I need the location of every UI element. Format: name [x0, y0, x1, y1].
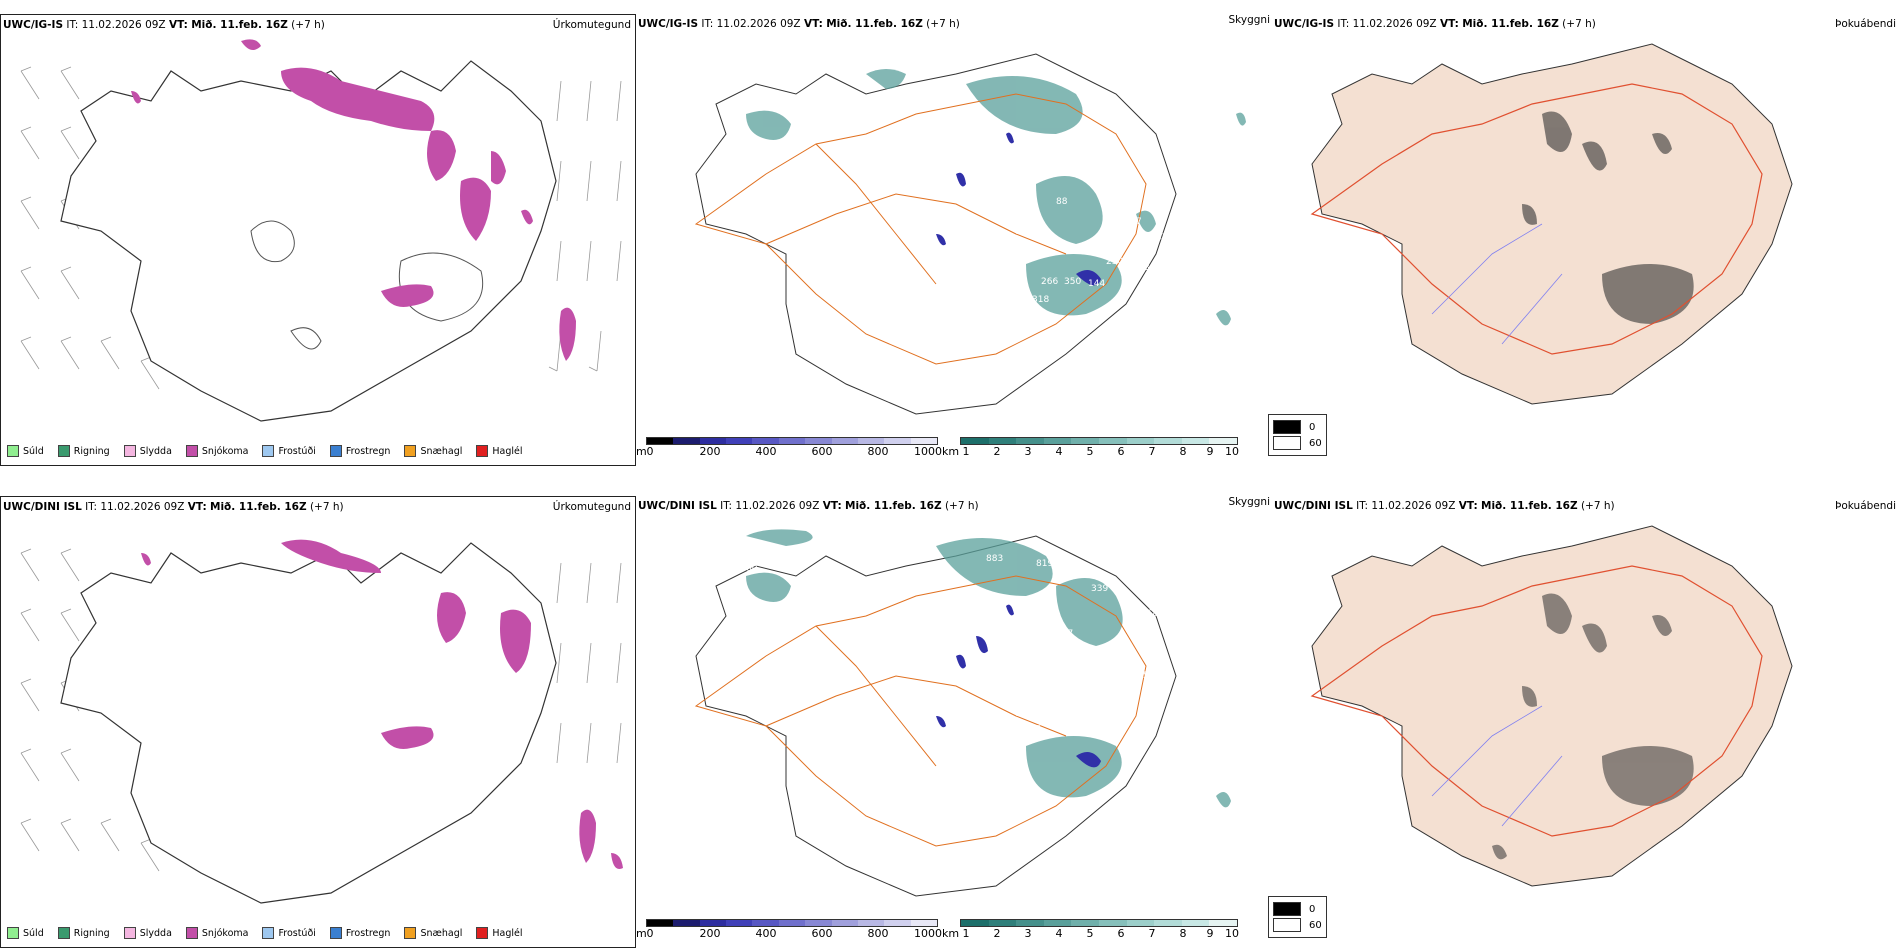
panel-header: UWC/IG-IS IT: 11.02.2026 09Z VT: Mið. 11… [3, 19, 325, 31]
svg-text:137: 137 [1056, 629, 1073, 639]
fog-rivers [1431, 223, 1563, 345]
legend-item: Slydda [123, 445, 172, 457]
svg-text:60: 60 [746, 564, 758, 574]
panel-title: Skyggni [1228, 14, 1271, 26]
svg-text:883: 883 [986, 554, 1003, 564]
svg-text:266: 266 [1041, 277, 1058, 287]
panel-title: Úrkomutegund [552, 19, 631, 31]
svg-text:318: 318 [1032, 295, 1049, 305]
legend-item: Snjókoma [185, 445, 248, 457]
snow-areas [131, 39, 576, 361]
iceland-outline [60, 60, 557, 422]
panel-title: Þokuábendi [1835, 500, 1896, 512]
svg-text:29: 29 [1146, 695, 1158, 705]
svg-text:88: 88 [1056, 197, 1068, 207]
svg-text:168: 168 [1141, 609, 1158, 619]
precip-legend: Súld Rigning Slydda Snjókoma Frostúði Fr… [7, 927, 523, 939]
panel-header: UWC/DINI ISL IT: 11.02.2026 09Z VT: Mið.… [3, 501, 344, 513]
fog-legend-bottom: 0 60 [1268, 896, 1327, 938]
svg-text:40: 40 [986, 117, 998, 127]
road-network [694, 93, 1147, 365]
low-cloud-areas [936, 132, 1101, 286]
svg-text:65: 65 [1001, 147, 1012, 157]
svg-text:230: 230 [1106, 257, 1123, 267]
precip-panel-top: UWC/IG-IS IT: 11.02.2026 09Z VT: Mið. 11… [0, 14, 636, 466]
visibility-areas [746, 69, 1246, 326]
panel-header: UWC/DINI ISL IT: 11.02.2026 09Z VT: Mið.… [1274, 500, 1615, 512]
svg-text:144: 144 [1022, 685, 1039, 695]
legend-item: Snæhagl [404, 445, 462, 457]
height-colorbar: m 0 200 400 600 800 1000 [636, 437, 942, 459]
svg-text:5: 5 [1148, 203, 1154, 213]
legend-item: Rigning [57, 445, 110, 457]
svg-text:819: 819 [1036, 559, 1053, 569]
svg-text:124: 124 [1106, 715, 1123, 725]
svg-text:199: 199 [1038, 667, 1055, 677]
precip-panel-bottom: UWC/DINI ISL IT: 11.02.2026 09Z VT: Mið.… [0, 496, 636, 948]
legend-item: Frostúði [262, 445, 316, 457]
svg-text:47: 47 [1156, 233, 1167, 243]
svg-text:51: 51 [1143, 671, 1154, 681]
cloud-labels: 50 15 65 40 118 07 88 07 7 230 266 350 3… [746, 102, 1167, 305]
panel-title: Þokuábendi [1835, 18, 1896, 30]
fog-panel-bottom: UWC/DINI ISL IT: 11.02.2026 09Z VT: Mið.… [1272, 496, 1900, 948]
svg-text:144: 144 [1088, 279, 1105, 289]
fog-areas [1522, 111, 1694, 324]
svg-text:429: 429 [1141, 639, 1158, 649]
fog-legend-top: 0 60 [1268, 414, 1327, 456]
svg-text:262: 262 [1064, 642, 1081, 652]
panel-title: Úrkomutegund [552, 501, 631, 513]
fog-map [1310, 43, 1793, 405]
visibility-map: 60 883 819 339 168 429 137 262 7 66 199 … [694, 529, 1231, 897]
panel-title: Skyggni [1228, 496, 1271, 508]
fog-map [1310, 525, 1793, 887]
svg-text:350: 350 [1064, 277, 1081, 287]
precip-map [20, 539, 623, 904]
svg-text:96: 96 [1036, 719, 1048, 729]
svg-text:07: 07 [1106, 237, 1117, 247]
legend-item: Súld [7, 445, 44, 457]
panel-header: UWC/IG-IS IT: 11.02.2026 09Z VT: Mið. 11… [638, 18, 960, 30]
svg-text:339: 339 [1091, 584, 1108, 594]
panel-header: UWC/IG-IS IT: 11.02.2026 09Z VT: Mið. 11… [1274, 18, 1596, 30]
legend-item: Frostregn [329, 445, 390, 457]
fog-roads [1310, 83, 1763, 355]
precip-map [20, 39, 622, 422]
svg-text:34: 34 [1144, 263, 1156, 273]
svg-text:07: 07 [1116, 157, 1127, 167]
visibility-panel-bottom: UWC/DINI ISL IT: 11.02.2026 09Z VT: Mið.… [636, 496, 1272, 948]
visibility-panel-top: UWC/IG-IS IT: 11.02.2026 09Z VT: Mið. 11… [636, 14, 1272, 466]
svg-text:7: 7 [1136, 217, 1142, 227]
svg-text:256: 256 [1056, 707, 1073, 717]
visibility-map: 50 15 65 40 118 07 88 07 7 230 266 350 3… [694, 53, 1246, 415]
visibility-colorbar: km 1 2 3 4 5 6 7 8 9 10 [942, 919, 1239, 941]
svg-text:15: 15 [916, 127, 927, 137]
height-colorbar: m 0 200 400 600 800 1000 [636, 919, 942, 941]
svg-text:118: 118 [1096, 177, 1113, 187]
precip-legend: Súld Rigning Slydda Snjókoma Frostúði Fr… [7, 445, 523, 457]
wind-barbs [20, 66, 622, 390]
fog-panel-top: UWC/IG-IS IT: 11.02.2026 09Z VT: Mið. 11… [1272, 14, 1900, 466]
svg-text:50: 50 [746, 102, 758, 112]
legend-item: Haglél [476, 445, 523, 457]
visibility-colorbar: km 1 2 3 4 5 6 7 8 9 10 [942, 437, 1239, 459]
svg-text:15: 15 [954, 669, 965, 679]
panel-header: UWC/DINI ISL IT: 11.02.2026 09Z VT: Mið.… [638, 500, 979, 512]
svg-text:66: 66 [1006, 644, 1018, 654]
svg-text:7: 7 [1086, 664, 1092, 674]
